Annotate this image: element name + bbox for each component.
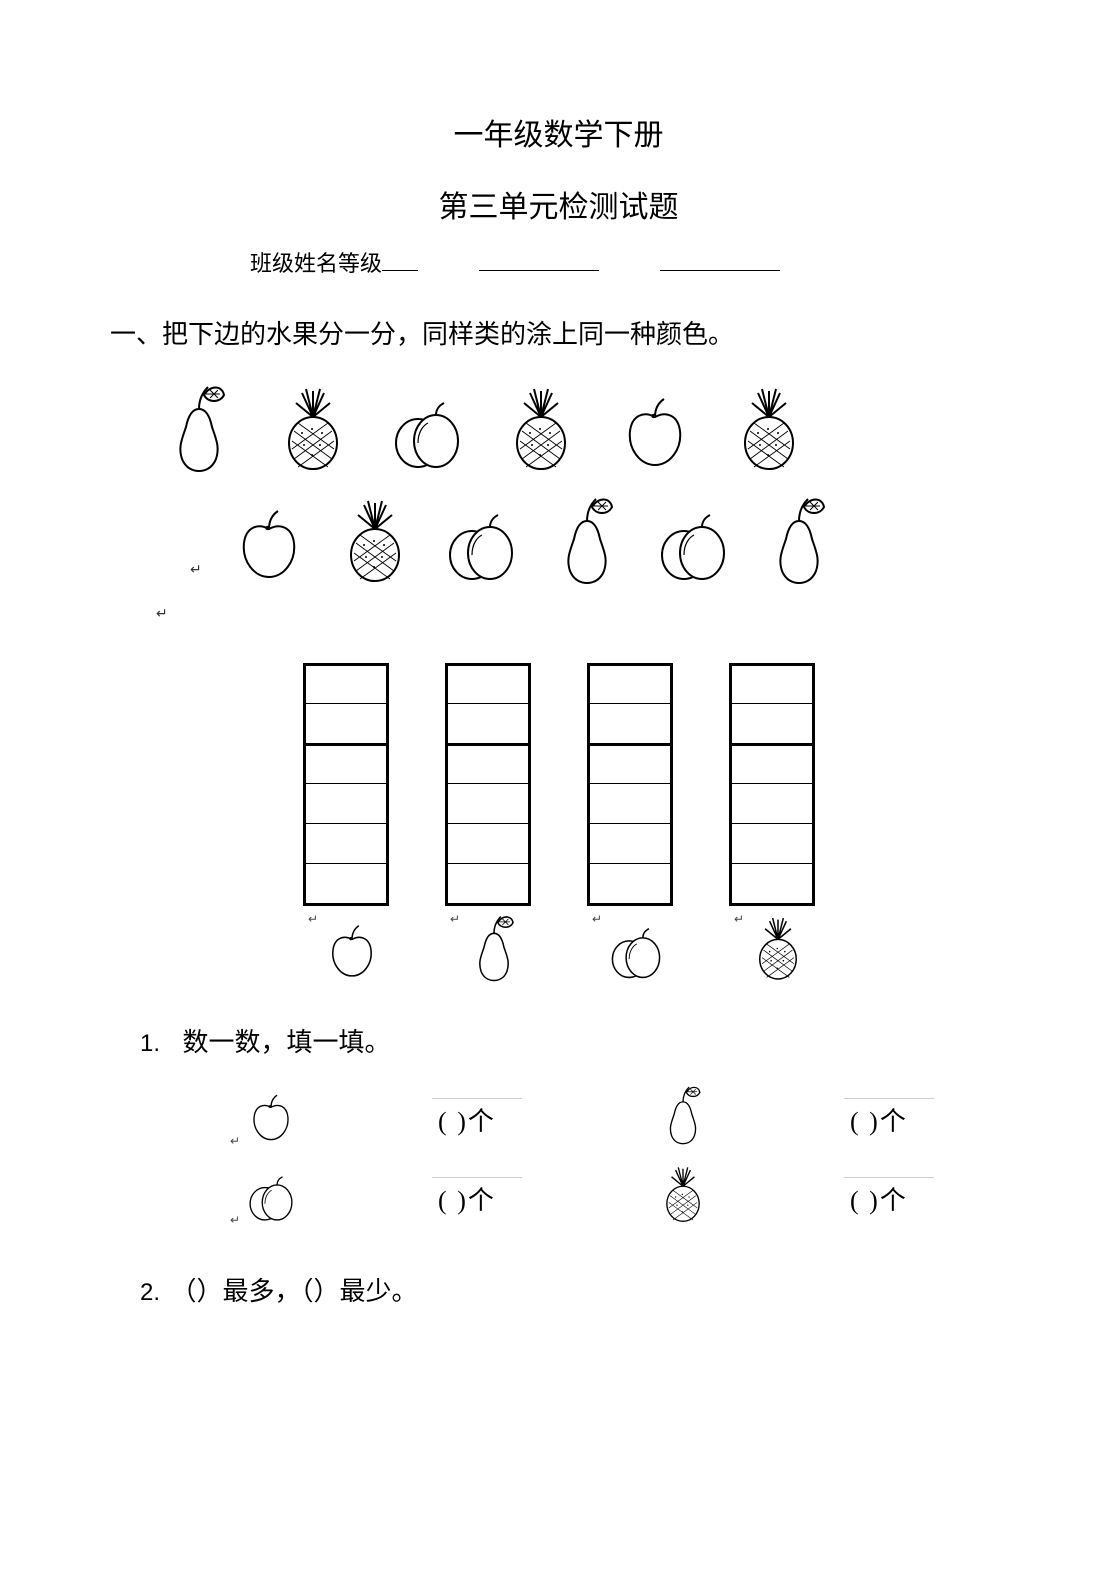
apple-icon: ↵ — [230, 1083, 299, 1152]
peach-icon: ↵ — [587, 912, 673, 982]
count-blank[interactable]: ( )个 — [432, 1177, 595, 1217]
apple-icon: ↵ — [303, 912, 389, 982]
count-blank[interactable]: ( )个 — [844, 1177, 1007, 1217]
tally-cell[interactable] — [448, 663, 528, 703]
tally-bar[interactable] — [729, 663, 815, 906]
peach-icon: ↵ — [230, 1162, 299, 1231]
title-sub: 第三单元检测试题 — [110, 182, 1007, 226]
tally-chart — [110, 663, 1007, 906]
count-item — [655, 1083, 784, 1152]
tally-cell[interactable] — [732, 863, 812, 903]
info-label: 班级姓名等级 — [250, 246, 382, 278]
fill-blank[interactable]: ( )个 — [432, 1177, 522, 1217]
tally-column — [303, 663, 389, 906]
question-2-number: 2. — [140, 1279, 160, 1306]
count-blank[interactable]: ( )个 — [432, 1098, 595, 1138]
question-2: 2. （）最多，（）最少。 — [140, 1271, 1007, 1308]
tally-cell[interactable] — [732, 823, 812, 863]
tally-bar[interactable] — [303, 663, 389, 906]
pineapple-icon: ↵ — [729, 912, 815, 982]
question-1: 1. 数一数，填一填。 — [140, 1022, 1007, 1059]
count-item: ↵ — [230, 1162, 372, 1231]
tally-cell[interactable] — [590, 663, 670, 703]
count-fill-grid: ↵ ( )个 ( )个 ↵ ( )个 ( )个 — [230, 1083, 1007, 1231]
tally-cell[interactable] — [306, 743, 386, 783]
pineapple-icon[interactable] — [274, 381, 352, 473]
list-marker-icon: ↵ — [190, 562, 202, 579]
section-1-heading: 一、把下边的水果分一分，同样类的涂上同一种颜色。 — [110, 314, 1007, 351]
tally-column — [729, 663, 815, 906]
fill-blank[interactable]: ( )个 — [432, 1098, 522, 1138]
question-1-number: 1. — [140, 1030, 160, 1057]
pineapple-icon[interactable] — [502, 381, 580, 473]
tally-cell[interactable] — [448, 823, 528, 863]
question-1-text: 数一数，填一填。 — [183, 1028, 391, 1057]
list-marker-icon: ↵ — [156, 607, 168, 622]
tally-cell[interactable] — [306, 863, 386, 903]
tally-bar[interactable] — [445, 663, 531, 906]
student-info-line: 班级姓名等级 — [250, 246, 1007, 278]
count-blank[interactable]: ( )个 — [844, 1098, 1007, 1138]
pear-icon — [655, 1083, 711, 1152]
tally-cell[interactable] — [732, 743, 812, 783]
tally-cell[interactable] — [732, 703, 812, 743]
tally-cell[interactable] — [590, 703, 670, 743]
pineapple-icon — [655, 1162, 711, 1231]
tally-column — [587, 663, 673, 906]
tally-cell[interactable] — [590, 863, 670, 903]
tally-cell[interactable] — [448, 743, 528, 783]
tally-cell[interactable] — [306, 783, 386, 823]
tally-cell[interactable] — [448, 783, 528, 823]
tally-chart-icons: ↵ ↵ ↵ ↵ — [110, 912, 1007, 982]
tally-cell[interactable] — [590, 823, 670, 863]
tally-cell[interactable] — [732, 783, 812, 823]
pineapple-icon[interactable] — [730, 381, 808, 473]
tally-bar[interactable] — [587, 663, 673, 906]
tally-cell[interactable] — [306, 663, 386, 703]
peach-icon[interactable] — [442, 493, 520, 585]
tally-cell[interactable] — [590, 783, 670, 823]
fruit-row-1 — [160, 381, 1007, 473]
apple-icon[interactable] — [230, 493, 308, 585]
pear-icon: ↵ — [445, 912, 531, 982]
peach-icon[interactable] — [388, 381, 466, 473]
tally-cell[interactable] — [732, 663, 812, 703]
question-2-text: （）最多，（）最少。 — [171, 1277, 418, 1306]
blank-underline-3[interactable] — [660, 270, 780, 271]
count-item: ↵ — [230, 1083, 372, 1152]
tally-cell[interactable] — [448, 863, 528, 903]
fruit-row-2: ↵ — [190, 493, 1007, 585]
tally-cell[interactable] — [306, 703, 386, 743]
tally-column — [445, 663, 531, 906]
fill-blank[interactable]: ( )个 — [844, 1098, 934, 1138]
pear-icon[interactable] — [160, 381, 238, 473]
pear-icon[interactable] — [548, 493, 626, 585]
tally-cell[interactable] — [306, 823, 386, 863]
fill-blank[interactable]: ( )个 — [844, 1177, 934, 1217]
tally-cell[interactable] — [590, 743, 670, 783]
fruit-sorting-area: ↵ — [160, 381, 1007, 623]
pear-icon[interactable] — [760, 493, 838, 585]
apple-icon[interactable] — [616, 381, 694, 473]
title-main: 一年级数学下册 — [110, 110, 1007, 154]
pineapple-icon[interactable] — [336, 493, 414, 585]
count-item — [655, 1162, 784, 1231]
peach-icon[interactable] — [654, 493, 732, 585]
worksheet-page: 一年级数学下册 第三单元检测试题 班级姓名等级 一、把下边的水果分一分，同样类的… — [0, 0, 1117, 1580]
blank-underline-1[interactable] — [382, 270, 418, 271]
tally-cell[interactable] — [448, 703, 528, 743]
blank-underline-2[interactable] — [479, 270, 599, 271]
